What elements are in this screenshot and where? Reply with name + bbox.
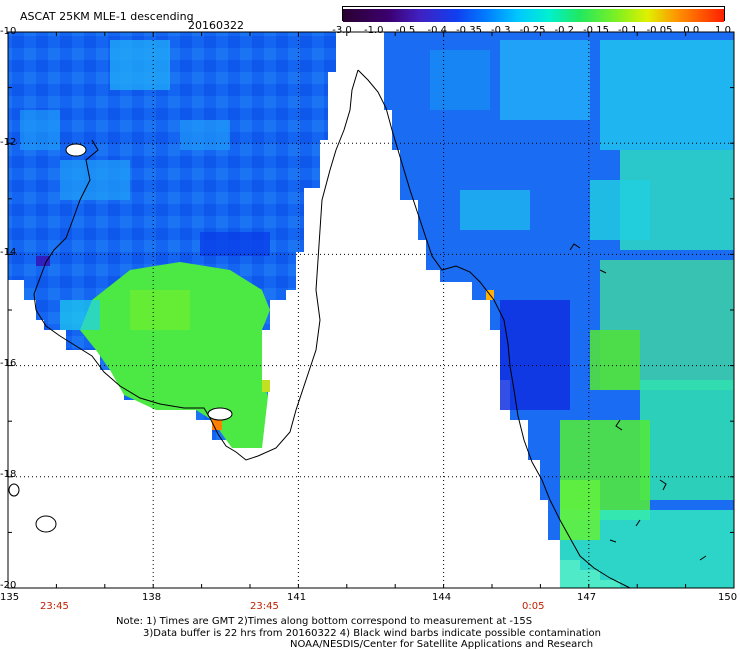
lat-lon-grid bbox=[8, 32, 734, 588]
colorbar-tick-label: -0.15 bbox=[583, 25, 609, 36]
colorbar-tick-label: -0.25 bbox=[519, 25, 546, 36]
lat-label-4: -16 bbox=[0, 358, 17, 369]
time-label-1: 23:45 bbox=[40, 601, 69, 612]
lat-label-3: -14 bbox=[0, 247, 17, 258]
colorbar-tick-label: -0.1 bbox=[617, 25, 638, 36]
lon-label-147: 147 bbox=[577, 592, 597, 603]
colorbar-tick-label: -0.4 bbox=[427, 25, 448, 36]
lat-label-6: -20 bbox=[0, 580, 17, 591]
west-green-region bbox=[80, 262, 270, 448]
lon-label-144: 144 bbox=[432, 592, 452, 603]
colorbar-tick-label: -3.0 bbox=[332, 25, 352, 36]
colorbar-tick-label: 0.0 bbox=[683, 25, 700, 36]
note-line-2: 3)Data buffer is 22 hrs from 20160322 4)… bbox=[143, 628, 601, 639]
colorbar-tick-label: 1.0 bbox=[715, 25, 731, 36]
time-label-3: 0:05 bbox=[522, 601, 545, 612]
lon-label-141: 141 bbox=[287, 592, 307, 603]
colorbar-tick-label: -0.05 bbox=[646, 25, 673, 36]
lat-label-1: -10 bbox=[0, 26, 17, 37]
note-line-1: Note: 1) Times are GMT 2)Times along bot… bbox=[116, 616, 533, 627]
colorbar-ticks: -3.0 -1.0 -0.5 -0.4 -0.35 -0.3 -0.25 -0.2 -0.15-… bbox=[330, 25, 740, 37]
product-title: ASCAT 25KM MLE-1 descending bbox=[20, 10, 194, 23]
colorbar-tick-label: -1.0 bbox=[363, 25, 384, 36]
colorbar-gradient bbox=[343, 9, 724, 22]
coastline bbox=[33, 69, 359, 461]
note-line-3: NOAA/NESDIS/Center for Satellite Applica… bbox=[290, 639, 594, 650]
lat-label-2: -12 bbox=[0, 137, 17, 148]
lon-label-135: 135 bbox=[0, 592, 20, 603]
lat-label-5: -18 bbox=[0, 469, 17, 480]
colorbar-tick-label: -0.2 bbox=[554, 25, 575, 36]
colorbar-tick-label: -0.5 bbox=[395, 25, 416, 36]
product-date: 20160322 bbox=[188, 19, 244, 32]
colorbar-tick-label: -0.3 bbox=[490, 25, 511, 36]
wind-field bbox=[8, 32, 734, 588]
time-label-2: 23:45 bbox=[250, 601, 279, 612]
colorbar bbox=[342, 6, 725, 22]
lon-label-150: 150 bbox=[718, 592, 738, 603]
lon-label-138: 138 bbox=[142, 592, 162, 603]
colorbar-tick-label: -0.35 bbox=[456, 25, 482, 36]
